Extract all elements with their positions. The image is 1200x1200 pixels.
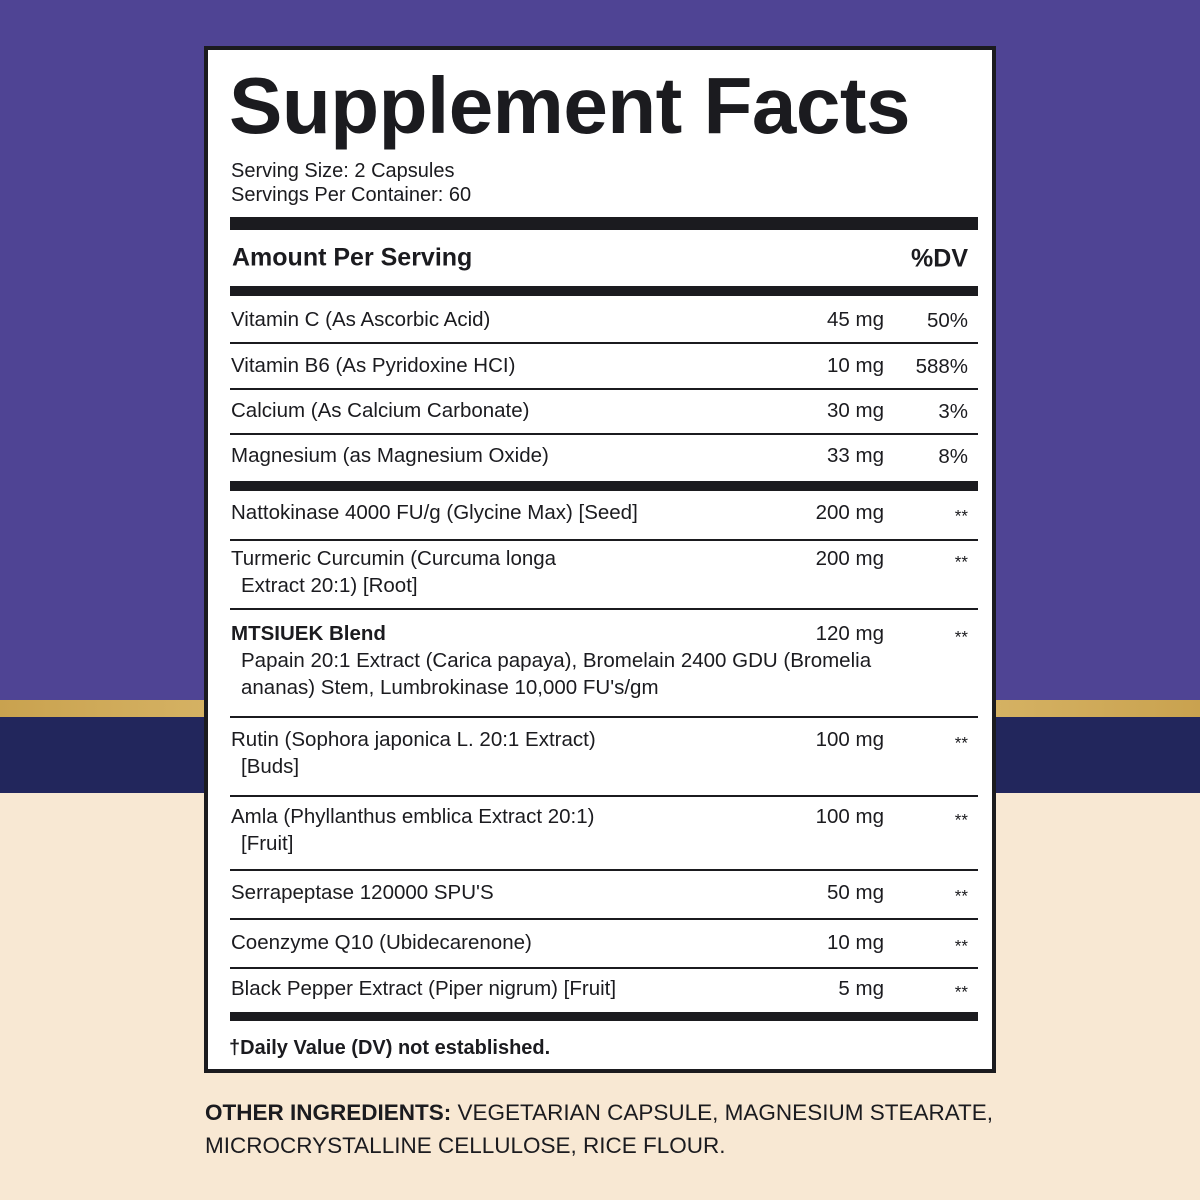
nutrient-dv: 8% bbox=[938, 444, 968, 468]
ingredient-amount: 50 mg bbox=[827, 880, 884, 904]
ingredient-dv: ** bbox=[954, 982, 968, 1002]
thin-rule bbox=[230, 795, 978, 797]
ingredient-name: Amla (Phyllanthus emblica Extract 20:1) bbox=[231, 804, 595, 828]
supplement-facts-panel: Supplement Facts Serving Size: 2 Capsules… bbox=[204, 46, 996, 1073]
other-ingredients-heading: OTHER INGREDIENTS: bbox=[205, 1100, 452, 1125]
footnote: †Daily Value (DV) not established. bbox=[229, 1037, 551, 1059]
other-ingredients: OTHER INGREDIENTS: VEGETARIAN CAPSULE, M… bbox=[205, 1096, 1005, 1162]
ingredient-amount: 10 mg bbox=[827, 930, 884, 954]
thick-rule bbox=[230, 481, 978, 491]
ingredient-detail: ananas) Stem, Lumbrokinase 10,000 FU's/g… bbox=[241, 675, 659, 699]
thin-rule bbox=[230, 869, 978, 871]
ingredient-name: Coenzyme Q10 (Ubidecarenone) bbox=[231, 930, 532, 954]
ingredient-name: Rutin (Sophora japonica L. 20:1 Extract) bbox=[231, 727, 596, 751]
nutrient-amount: 30 mg bbox=[827, 398, 884, 422]
nutrient-amount: 10 mg bbox=[827, 353, 884, 377]
amount-header: Amount Per Serving bbox=[232, 243, 473, 272]
thin-rule bbox=[230, 967, 978, 969]
nutrient-amount: 45 mg bbox=[827, 307, 884, 331]
ingredient-dv: ** bbox=[954, 627, 968, 647]
servings-per-container: Servings Per Container: 60 bbox=[231, 184, 472, 206]
ingredient-dv: ** bbox=[954, 552, 968, 572]
nutrient-name: Calcium (As Calcium Carbonate) bbox=[231, 398, 530, 422]
thin-rule bbox=[230, 716, 978, 718]
nutrient-dv: 588% bbox=[915, 354, 968, 378]
other-ingredients-text: VEGETARIAN CAPSULE, MAGNESIUM STEARATE, … bbox=[205, 1100, 994, 1158]
serving-size: Serving Size: 2 Capsules bbox=[231, 160, 455, 182]
thin-rule bbox=[230, 433, 978, 435]
nutrient-name: Magnesium (as Magnesium Oxide) bbox=[231, 443, 549, 467]
thin-rule bbox=[230, 608, 978, 610]
ingredient-amount: 100 mg bbox=[815, 727, 884, 751]
ingredient-name: Turmeric Curcumin (Curcuma longa bbox=[231, 546, 557, 570]
nutrient-name: Vitamin B6 (As Pyridoxine HCI) bbox=[231, 353, 516, 377]
thin-rule bbox=[230, 918, 978, 920]
thin-rule bbox=[230, 388, 978, 390]
ingredient-dv: ** bbox=[954, 506, 968, 526]
ingredient-detail: [Buds] bbox=[241, 754, 300, 778]
nutrient-dv: 3% bbox=[938, 399, 968, 423]
nutrient-name: Vitamin C (As Ascorbic Acid) bbox=[231, 307, 491, 331]
title: Supplement Facts bbox=[229, 61, 911, 150]
ingredient-name: Serrapeptase 120000 SPU'S bbox=[231, 880, 494, 904]
ingredient-amount: 200 mg bbox=[815, 546, 884, 570]
ingredient-dv: ** bbox=[954, 936, 968, 956]
dv-header: %DV bbox=[911, 244, 968, 273]
thin-rule bbox=[230, 539, 978, 541]
ingredient-detail: Papain 20:1 Extract (Carica papaya), Bro… bbox=[241, 648, 872, 672]
thick-rule bbox=[230, 217, 978, 230]
nutrient-amount: 33 mg bbox=[827, 443, 884, 467]
ingredient-dv: ** bbox=[954, 810, 968, 830]
ingredient-amount: 200 mg bbox=[815, 500, 884, 524]
thick-rule bbox=[230, 286, 978, 296]
thick-rule bbox=[230, 1012, 978, 1021]
nutrient-dv: 50% bbox=[926, 308, 968, 332]
ingredient-name: Nattokinase 4000 FU/g (Glycine Max) [See… bbox=[231, 500, 638, 524]
ingredient-amount: 120 mg bbox=[815, 621, 884, 645]
ingredient-dv: ** bbox=[954, 886, 968, 906]
ingredient-amount: 5 mg bbox=[838, 976, 884, 1000]
ingredient-name: Black Pepper Extract (Piper nigrum) [Fru… bbox=[231, 976, 617, 1000]
ingredient-detail: Extract 20:1) [Root] bbox=[241, 573, 418, 597]
ingredient-name: MTSIUEK Blend bbox=[231, 621, 386, 645]
ingredient-amount: 100 mg bbox=[815, 804, 884, 828]
ingredient-dv: ** bbox=[954, 733, 968, 753]
ingredient-detail: [Fruit] bbox=[241, 831, 294, 855]
thin-rule bbox=[230, 342, 978, 344]
